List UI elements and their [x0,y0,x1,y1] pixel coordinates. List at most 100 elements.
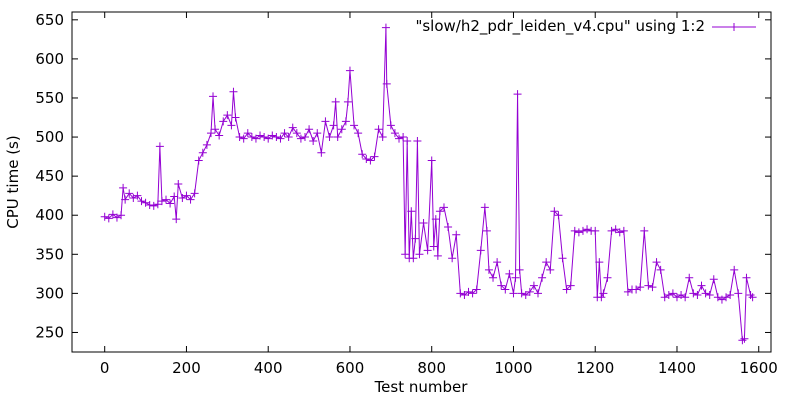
data-point [117,211,126,220]
data-point [521,290,530,299]
data-point [636,283,645,292]
data-point [482,226,491,235]
data-point [362,154,371,163]
data-point [534,289,542,298]
data-point [119,183,128,192]
data-point [229,87,238,96]
data-point [444,222,453,231]
x-axis-label: Test number [374,378,469,396]
data-point [615,228,624,237]
data-point [284,133,293,142]
data-point [112,213,121,222]
y-tick-label: 450 [35,167,64,185]
data-point [546,265,555,274]
data-point [433,251,442,260]
data-point [435,207,444,216]
data-point [292,129,301,138]
data-point [607,226,616,235]
data-point [697,281,706,290]
y-tick-label: 600 [35,50,64,68]
data-point [591,226,600,235]
data-point [256,131,265,140]
data-point [452,230,461,239]
data-point [172,215,181,224]
x-axis: 0 200 400 600 800 1000 1200 1400 1600 [100,12,778,377]
data-point [341,117,350,126]
data-point [149,201,158,210]
data-point [198,148,207,157]
x-tick-label: 1200 [576,359,614,377]
plot-frame [71,11,772,353]
data-point [640,226,649,235]
data-point [358,150,367,159]
data-point [129,194,138,203]
data-point [366,156,375,165]
data-point [378,133,387,142]
data-point [350,121,359,130]
data-point [748,293,757,302]
data-point [664,290,673,299]
data-point [448,254,457,263]
y-tick-label: 650 [35,11,64,29]
data-point [219,117,228,126]
data-point [411,234,420,243]
data-point [407,207,416,216]
data-point [648,283,657,292]
series-line [104,27,753,342]
x-tick-label: 800 [417,359,446,377]
data-point [722,293,731,302]
data-point [730,265,739,274]
data-point [505,269,514,278]
data-point [215,131,224,140]
data-point [401,250,410,259]
data-point [554,211,563,220]
data-point [186,195,195,204]
x-tick-label: 1000 [494,359,532,377]
data-point [137,197,146,206]
data-point [456,289,465,298]
data-point [354,129,363,138]
data-point [174,179,183,188]
data-point [742,273,751,282]
data-point [243,129,252,138]
data-point [133,191,142,200]
data-point [370,152,379,161]
data-point [141,198,150,207]
data-point [309,136,318,145]
x-tick-label: 0 [100,359,110,377]
data-point [268,131,277,140]
data-point [574,228,583,237]
data-point [305,125,314,134]
data-point [632,285,641,294]
data-point [439,203,448,212]
data-point [668,289,677,298]
data-point [493,258,502,267]
data-point [247,133,256,142]
data-point [681,293,690,302]
data-point [677,290,686,299]
data-point [705,290,714,299]
data-point [145,201,154,210]
data-point [272,133,281,142]
data-point [538,273,547,282]
data-point [264,134,273,143]
data-point [104,214,113,223]
data-point [738,336,747,345]
data-point [206,129,215,138]
y-tick-label: 250 [35,323,64,341]
data-point [399,133,408,142]
data-point [709,275,718,284]
data-point [325,133,334,142]
data-point [515,265,524,274]
data-point [476,246,485,255]
data-point [321,117,330,126]
x-tick-label: 1400 [658,359,696,377]
data-point [656,265,665,274]
data-point [333,133,342,142]
data-point [689,289,698,298]
data-point [603,273,612,282]
data-point [276,134,285,143]
x-tick-label: 600 [336,359,365,377]
data-point [231,113,240,122]
data-point [329,121,338,130]
